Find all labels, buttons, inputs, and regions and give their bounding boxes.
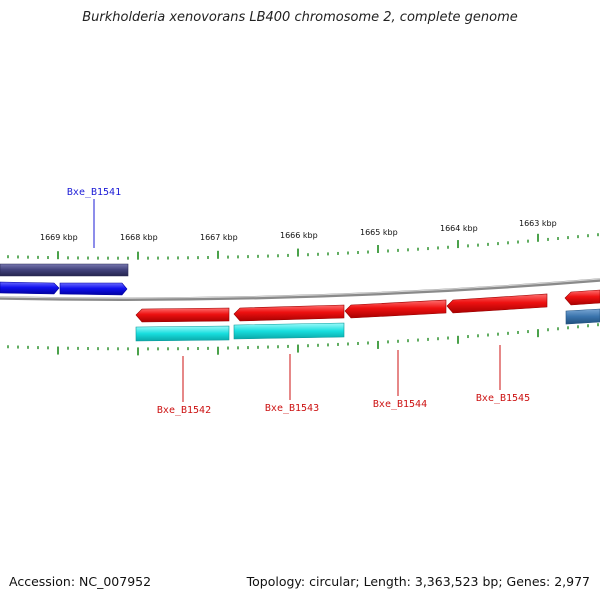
reverse-gene-feature[interactable] [564, 289, 600, 306]
accession-text: Accession: NC_007952 [9, 574, 152, 589]
forward-gene-feature[interactable] [0, 281, 60, 295]
gene-label[interactable]: Bxe_B1541 [67, 187, 121, 198]
map-title: Burkholderia xenovorans LB400 chromosome… [82, 10, 518, 25]
reverse-cds-feature[interactable] [565, 308, 600, 325]
ruler-label: 1665 kbp [360, 228, 398, 237]
ruler-ticks-lower [7, 323, 599, 356]
gene-label[interactable]: Bxe_B1542 [157, 405, 211, 416]
ruler-label: 1669 kbp [40, 233, 78, 242]
reverse-cds-feature[interactable] [135, 325, 230, 342]
ruler-ticks-upper [7, 233, 599, 260]
ruler-label: 1668 kbp [120, 233, 158, 242]
genome-stats-text: Topology: circular; Length: 3,363,523 bp… [246, 574, 590, 589]
forward-gene-feature[interactable] [59, 282, 128, 296]
ruler-label: 1663 kbp [519, 219, 557, 228]
forward-cds-feature[interactable] [0, 263, 129, 277]
gene-label[interactable]: Bxe_B1543 [265, 403, 319, 414]
ruler-label: 1666 kbp [280, 231, 318, 240]
ruler-label: 1667 kbp [200, 233, 238, 242]
chromosome-backbone-highlight [0, 278, 600, 299]
reverse-cds-feature[interactable] [233, 322, 345, 340]
reverse-gene-feature[interactable] [135, 307, 230, 323]
reverse-gene-feature[interactable] [446, 293, 548, 314]
gene-label[interactable]: Bxe_B1544 [373, 399, 427, 410]
reverse-gene-feature[interactable] [233, 304, 345, 322]
ruler-label: 1664 kbp [440, 224, 478, 233]
chromosome-backbone [0, 278, 600, 301]
gene-label[interactable]: Bxe_B1545 [476, 393, 530, 404]
reverse-gene-feature[interactable] [344, 299, 447, 319]
